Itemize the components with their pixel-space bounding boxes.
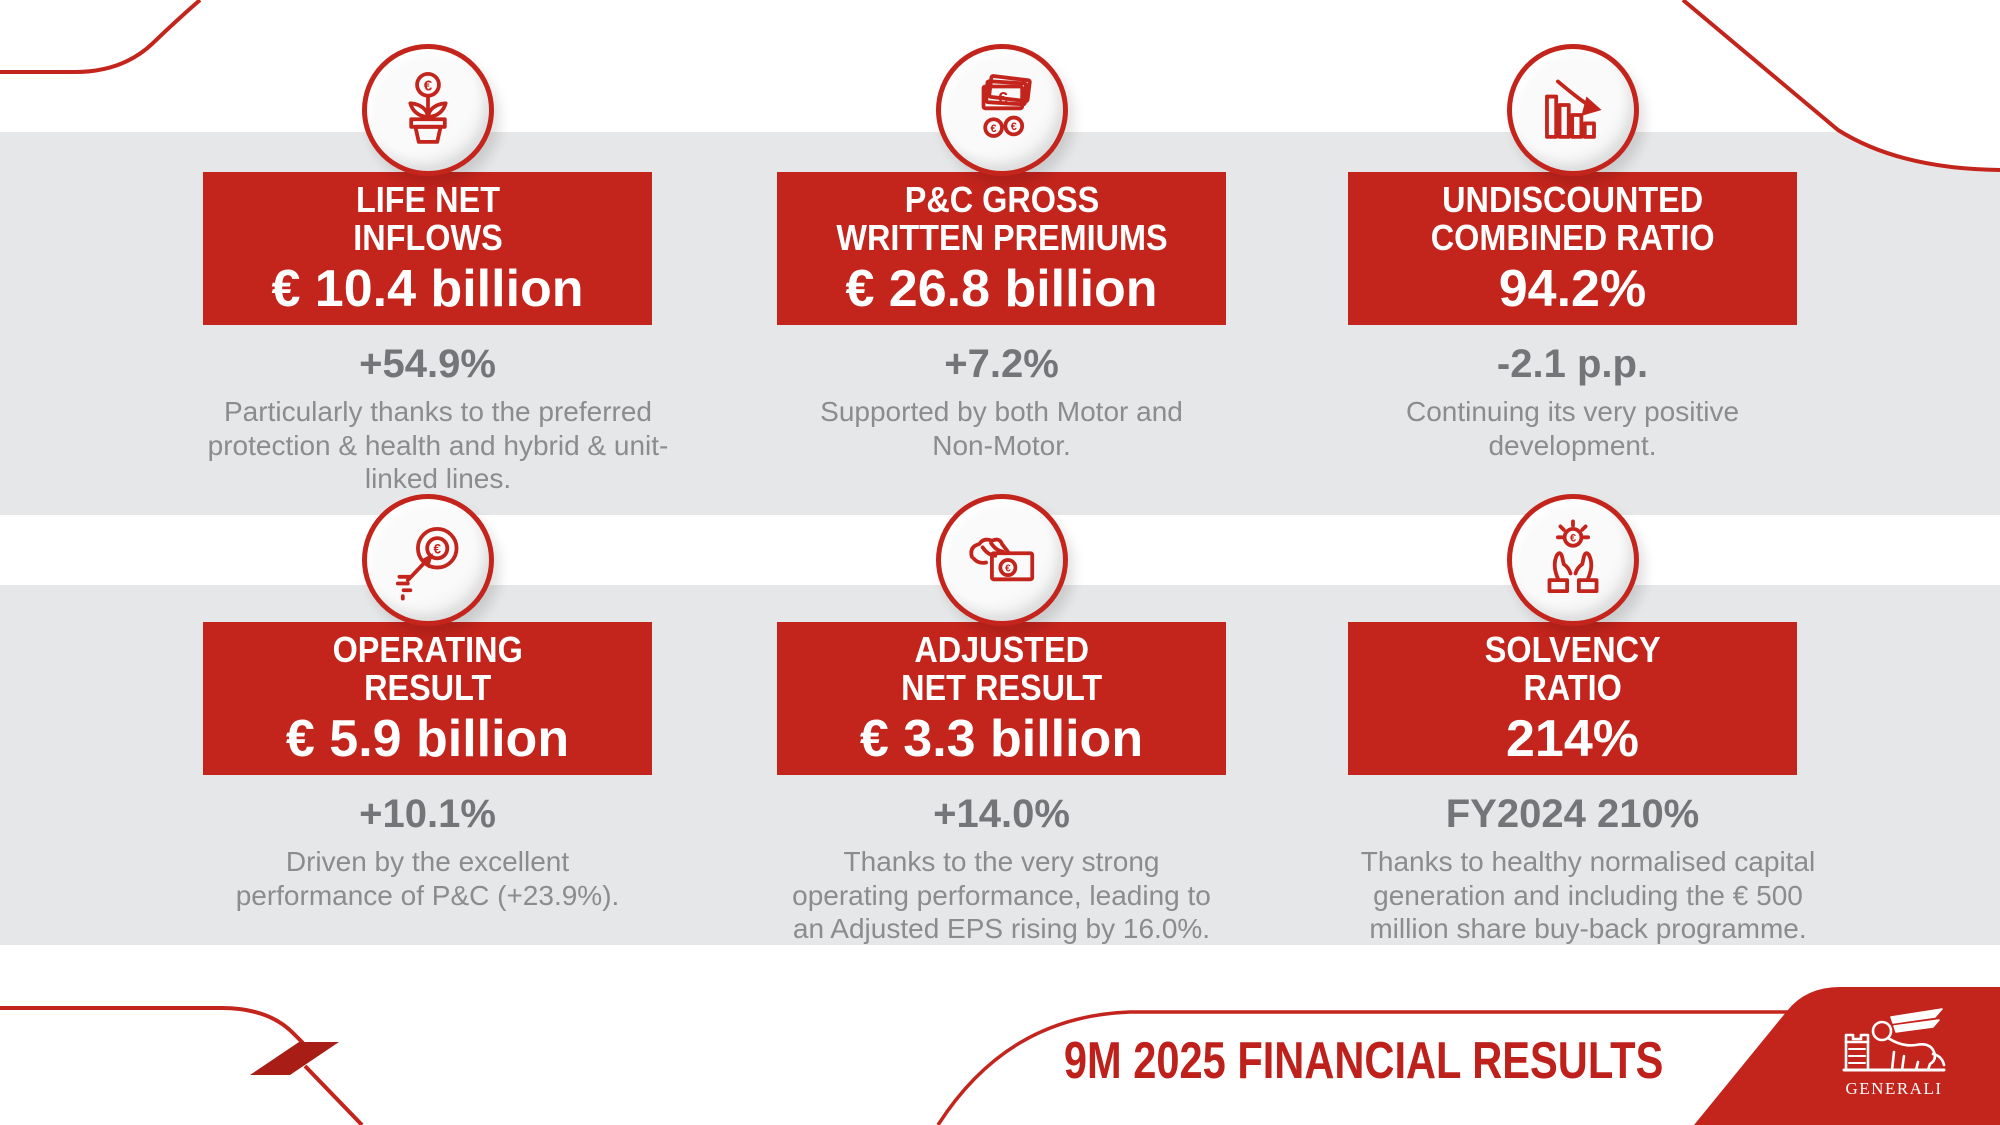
icon-circle: € (1506, 494, 1639, 626)
icon-circle: € (935, 494, 1068, 626)
metric-box: OPERATING RESULT € 5.9 billion (203, 622, 652, 775)
icon-circle: € (361, 494, 494, 626)
metric-box: ADJUSTED NET RESULT € 3.3 billion (777, 622, 1226, 775)
metric-title: OPERATING RESULT (332, 628, 523, 708)
bottom-left-diagonal-line (303, 1064, 364, 1125)
metric-delta: FY2024 210% (1445, 792, 1700, 836)
metric-value: 214% (1506, 709, 1639, 768)
metric-value: 94.2% (1498, 259, 1647, 318)
hand-banknote-icon: € (968, 537, 1034, 582)
card-undiscounted-combined-ratio: UNDISCOUNTED COMBINED RATIO 94.2% -2.1 p… (1348, 44, 1797, 462)
metric-box: UNDISCOUNTED COMBINED RATIO 94.2% (1348, 172, 1797, 325)
bottom-left-swoosh-line (0, 1006, 305, 1045)
metric-box: SOLVENCY RATIO 214% (1348, 622, 1797, 775)
metric-delta: +7.2% (944, 342, 1059, 386)
metric-delta: +10.1% (359, 792, 496, 836)
metric-description: Continuing its very positive development… (1405, 396, 1740, 461)
svg-text:€: € (433, 541, 441, 556)
metric-title: SOLVENCY RATIO (1484, 628, 1661, 708)
metric-description: Thanks to the very strong operating perf… (792, 846, 1211, 945)
icon-circle: € (361, 44, 494, 176)
svg-text:€: € (990, 123, 996, 135)
banknotes-icon: € € € (981, 74, 1032, 138)
metric-title: ADJUSTED NET RESULT (900, 628, 1103, 708)
svg-text:€: € (1010, 121, 1016, 133)
hands-euro-icon: € (1547, 519, 1598, 593)
metric-delta: -2.1 p.p. (1496, 342, 1649, 386)
plant-euro-icon: € (407, 71, 448, 144)
page-title: 9M 2025 FINANCIAL RESULTS (1063, 1032, 1663, 1090)
metric-value: € 26.8 billion (845, 259, 1158, 318)
metric-value: € 10.4 billion (271, 259, 584, 318)
bottom-right-swoosh-line (936, 1010, 1795, 1125)
metric-description: Thanks to healthy normalised capital gen… (1360, 846, 1816, 945)
metric-title: P&C GROSS WRITTEN PREMIUMS (835, 178, 1168, 258)
declining-bars-icon (1544, 79, 1602, 139)
card-life-net-inflows: € LIFE NET INFLOWS € 10.4 billion +54.9%… (203, 44, 668, 496)
brand-wordmark: GENERALI (1846, 1079, 1943, 1098)
metric-title: LIFE NET INFLOWS (352, 178, 503, 258)
card-operating-result: € OPERATING RESULT € 5.9 billion +10.1% … (203, 494, 652, 912)
metric-box: LIFE NET INFLOWS € 10.4 billion (203, 172, 652, 325)
icon-circle: € € € (935, 44, 1068, 176)
top-right-swoosh-line (1681, 0, 2000, 172)
svg-text:€: € (1569, 533, 1575, 545)
card-solvency-ratio: € SOLVENCY RATIO 214% FY2024 210% Thanks… (1348, 494, 1815, 946)
target-arrow-icon: € (395, 527, 458, 601)
metric-description: Particularly thanks to the preferred pro… (207, 396, 669, 495)
metric-description: Driven by the excellent performance of P… (235, 846, 620, 911)
top-left-swoosh-line (0, 0, 202, 74)
card-pc-gross-written-premiums: € € € P&C GROSS WRITTEN PREMIUMS € 26.8 … (777, 44, 1226, 462)
top-right-white-wedge (1838, 132, 2000, 170)
metric-value: € 3.3 billion (859, 709, 1144, 768)
metric-title: UNDISCOUNTED COMBINED RATIO (1430, 178, 1715, 258)
metric-delta: +14.0% (933, 792, 1070, 836)
icon-circle (1506, 44, 1639, 176)
metric-value: € 5.9 billion (285, 709, 570, 768)
metric-description: Supported by both Motor and Non-Motor. (820, 396, 1183, 461)
metric-delta: +54.9% (359, 342, 496, 386)
card-adjusted-net-result: € ADJUSTED NET RESULT € 3.3 billion +14.… (777, 494, 1226, 946)
metric-box: P&C GROSS WRITTEN PREMIUMS € 26.8 billio… (777, 172, 1226, 325)
generali-lion-logo: GENERALI (1842, 1008, 1946, 1098)
red-diamond (250, 1042, 339, 1075)
svg-text:€: € (997, 88, 1007, 108)
svg-text:€: € (423, 78, 432, 95)
svg-text:€: € (1005, 564, 1011, 575)
